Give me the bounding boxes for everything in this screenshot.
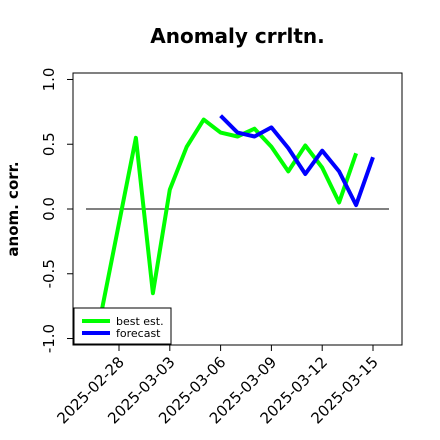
y-tick-label: 0.0	[40, 197, 58, 221]
chart-title: Anomaly crrltn.	[150, 24, 325, 48]
series-line-forecast	[219, 114, 375, 208]
y-tick-label: 1.0	[40, 68, 58, 92]
legend-label: forecast	[116, 327, 161, 340]
series-line-best-est-	[100, 117, 358, 310]
legend-box	[73, 307, 172, 345]
y-tick-label: -0.5	[40, 259, 58, 288]
legend-label: best est.	[116, 315, 164, 328]
y-axis-label: anom. corr.	[4, 161, 22, 256]
y-tick-label: -1.0	[40, 324, 58, 353]
y-tick-label: 0.5	[40, 132, 58, 156]
